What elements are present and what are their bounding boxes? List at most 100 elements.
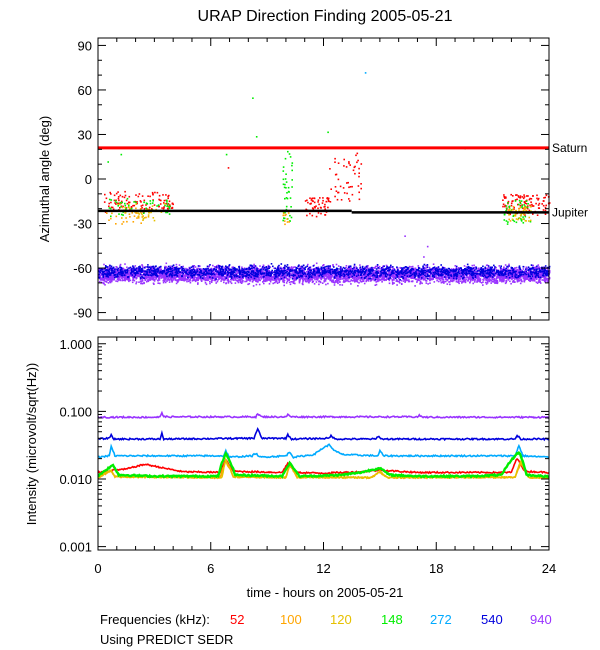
azimuth-point-940: [274, 279, 276, 282]
azimuth-point-940: [379, 272, 381, 275]
azimuth-point-940: [233, 279, 235, 281]
azimuth-point-940: [507, 266, 509, 269]
azimuth-point-940: [158, 275, 161, 277]
azimuth-point-940: [450, 280, 453, 282]
azimuth-point-940: [541, 272, 544, 274]
azimuth-point-940: [147, 271, 150, 274]
azimuth-point-940: [529, 280, 531, 282]
azimuth-point-940: [174, 278, 177, 281]
azimuth-point-940: [153, 268, 155, 271]
azimuth-point-940: [159, 275, 162, 278]
azimuth-point-940: [372, 277, 374, 280]
azimuth-point-940: [310, 273, 313, 276]
azimuth-point-940: [362, 276, 365, 279]
azimuth-point-940: [132, 275, 134, 278]
azimuth-point-940: [381, 281, 383, 283]
azimuth-point-940: [215, 272, 218, 275]
azimuth-point-940: [325, 283, 327, 286]
azimuth-point-940: [297, 276, 300, 279]
azimuth-point-940: [409, 276, 412, 279]
azimuth-point-940: [482, 284, 484, 286]
azimuth-point-940: [126, 277, 128, 279]
azimuth-point-940: [260, 276, 263, 279]
azimuth-point-940: [331, 275, 333, 278]
azimuth-point-940: [431, 271, 434, 273]
azimuth-point-940: [217, 266, 219, 268]
azimuth-point-940: [307, 280, 309, 282]
azimuth-point-940: [516, 278, 518, 280]
azimuth-point-940: [293, 279, 296, 282]
azimuth-point-940: [214, 266, 217, 269]
azimuth-point-940: [245, 277, 247, 280]
azimuth-point-940: [304, 278, 307, 281]
azimuth-point-940: [463, 265, 466, 267]
azimuth-point-940: [350, 274, 353, 277]
azimuth-point-940: [124, 263, 126, 265]
azimuth-point-940: [310, 268, 313, 271]
azimuth-point-940: [355, 268, 358, 271]
azimuth-point-940: [388, 272, 391, 275]
azimuth-point-940: [373, 279, 375, 282]
azimuth-point-940: [472, 282, 474, 285]
azimuth-point-940: [149, 278, 151, 281]
azimuth-point-940: [408, 274, 410, 276]
azimuth-point-940: [179, 274, 182, 277]
azimuth-point-940: [359, 276, 361, 279]
azimuth-point-940: [308, 267, 310, 269]
azimuth-point-940: [367, 265, 369, 267]
azimuth-point-940: [423, 268, 425, 271]
azimuth-point-940: [449, 272, 451, 275]
azimuth-point-940: [339, 284, 341, 286]
azimuth-point-940: [392, 278, 395, 280]
azimuth-point-940: [353, 278, 356, 280]
azimuth-point-940: [189, 281, 192, 284]
azimuth-point-940: [410, 266, 412, 268]
azimuth-point-940: [441, 277, 443, 279]
azimuth-point-940: [184, 274, 186, 277]
azimuth-point-940: [236, 270, 238, 272]
azimuth-point-940: [434, 275, 437, 278]
azimuth-point-940: [200, 278, 202, 281]
azimuth-point-940: [365, 271, 368, 273]
azimuth-point-940: [295, 277, 297, 279]
azimuth-point-940: [494, 274, 497, 276]
azimuth-point-940: [493, 272, 496, 274]
azimuth-point-940: [534, 266, 537, 268]
azimuth-point-940: [498, 276, 500, 279]
azimuth-point-940: [345, 265, 348, 267]
azimuth-point-940: [483, 271, 486, 274]
azimuth-point-940: [223, 278, 225, 280]
azimuth-point-940: [512, 277, 515, 279]
azimuth-point-940: [396, 284, 398, 286]
azimuth-point-940: [450, 278, 452, 280]
azimuth-point-940: [321, 282, 324, 284]
azimuth-point-940: [100, 279, 102, 281]
azimuth-point-940: [289, 283, 292, 286]
azimuth-point-940: [107, 268, 109, 271]
azimuth-point-940: [383, 279, 386, 282]
azimuth-point-940: [359, 264, 361, 266]
azimuth-point-940: [374, 267, 376, 269]
azimuth-point-940: [128, 279, 130, 282]
azimuth-point-940: [164, 265, 166, 268]
azimuth-point-940: [327, 272, 330, 274]
azimuth-point-940: [474, 270, 476, 273]
azimuth-point-940: [324, 280, 327, 282]
azimuth-point-940: [254, 271, 256, 273]
azimuth-point-940: [135, 281, 138, 283]
azimuth-point-940: [283, 279, 286, 282]
azimuth-point-940: [321, 277, 323, 280]
azimuth-point-940: [255, 266, 258, 269]
azimuth-point-940: [224, 277, 226, 279]
azimuth-point-940: [384, 276, 387, 279]
azimuth-point-940: [462, 275, 464, 278]
azimuth-point-940: [174, 276, 176, 279]
azimuth-point-940: [529, 277, 531, 279]
azimuth-point-940: [501, 280, 503, 283]
azimuth-point-940: [258, 283, 261, 286]
azimuth-point-940: [264, 272, 267, 274]
azimuth-point-940: [336, 280, 338, 282]
azimuth-point-940: [464, 279, 466, 282]
azimuth-point-940: [388, 276, 390, 279]
azimuth-point-940: [442, 278, 445, 281]
